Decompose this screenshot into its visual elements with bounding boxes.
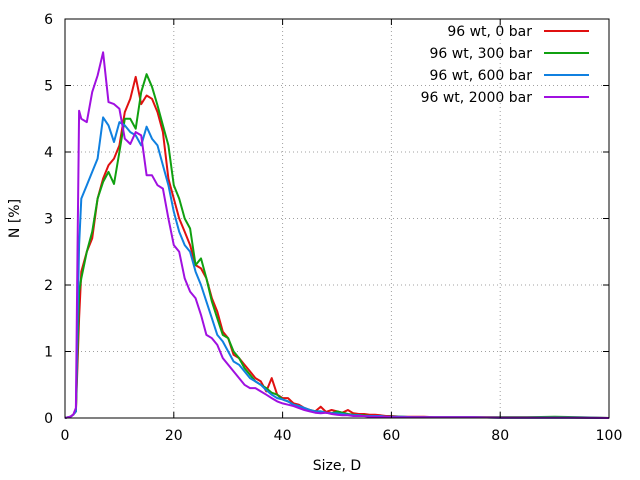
tick-labels: 0 20 40 60 80 100 0 1 2 3 4 5 6: [44, 12, 622, 444]
x-axis-label: Size, D: [313, 458, 361, 474]
series-layer: [64, 51, 610, 419]
x-tick-label: 80: [491, 428, 509, 444]
y-tick-label: 0: [44, 411, 53, 427]
x-tick-label: 100: [596, 428, 623, 444]
y-tick-label: 1: [44, 345, 53, 361]
y-tick-label: 3: [44, 212, 53, 228]
y-axis-label: N [%]: [7, 199, 23, 238]
y-tick-label: 5: [44, 79, 53, 95]
y-tick-label: 6: [44, 12, 53, 28]
series-line-4: [64, 51, 610, 419]
legend-label-1: 96 wt, 0 bar: [447, 24, 532, 40]
x-tick-label: 60: [382, 428, 400, 444]
ticks: [64, 18, 610, 419]
x-tick-label: 20: [165, 428, 183, 444]
grid: [65, 19, 609, 418]
legend: 96 wt, 0 bar 96 wt, 300 bar 96 wt, 600 bar…: [421, 24, 589, 106]
legend-label-4: 96 wt, 2000 bar: [421, 90, 533, 106]
legend-label-3: 96 wt, 600 bar: [430, 68, 533, 84]
y-tick-label: 2: [44, 278, 53, 294]
x-tick-label: 40: [274, 428, 292, 444]
series-line-3: [64, 116, 610, 419]
y-tick-label: 4: [44, 145, 53, 161]
legend-label-2: 96 wt, 300 bar: [430, 46, 533, 62]
x-tick-label: 0: [61, 428, 70, 444]
